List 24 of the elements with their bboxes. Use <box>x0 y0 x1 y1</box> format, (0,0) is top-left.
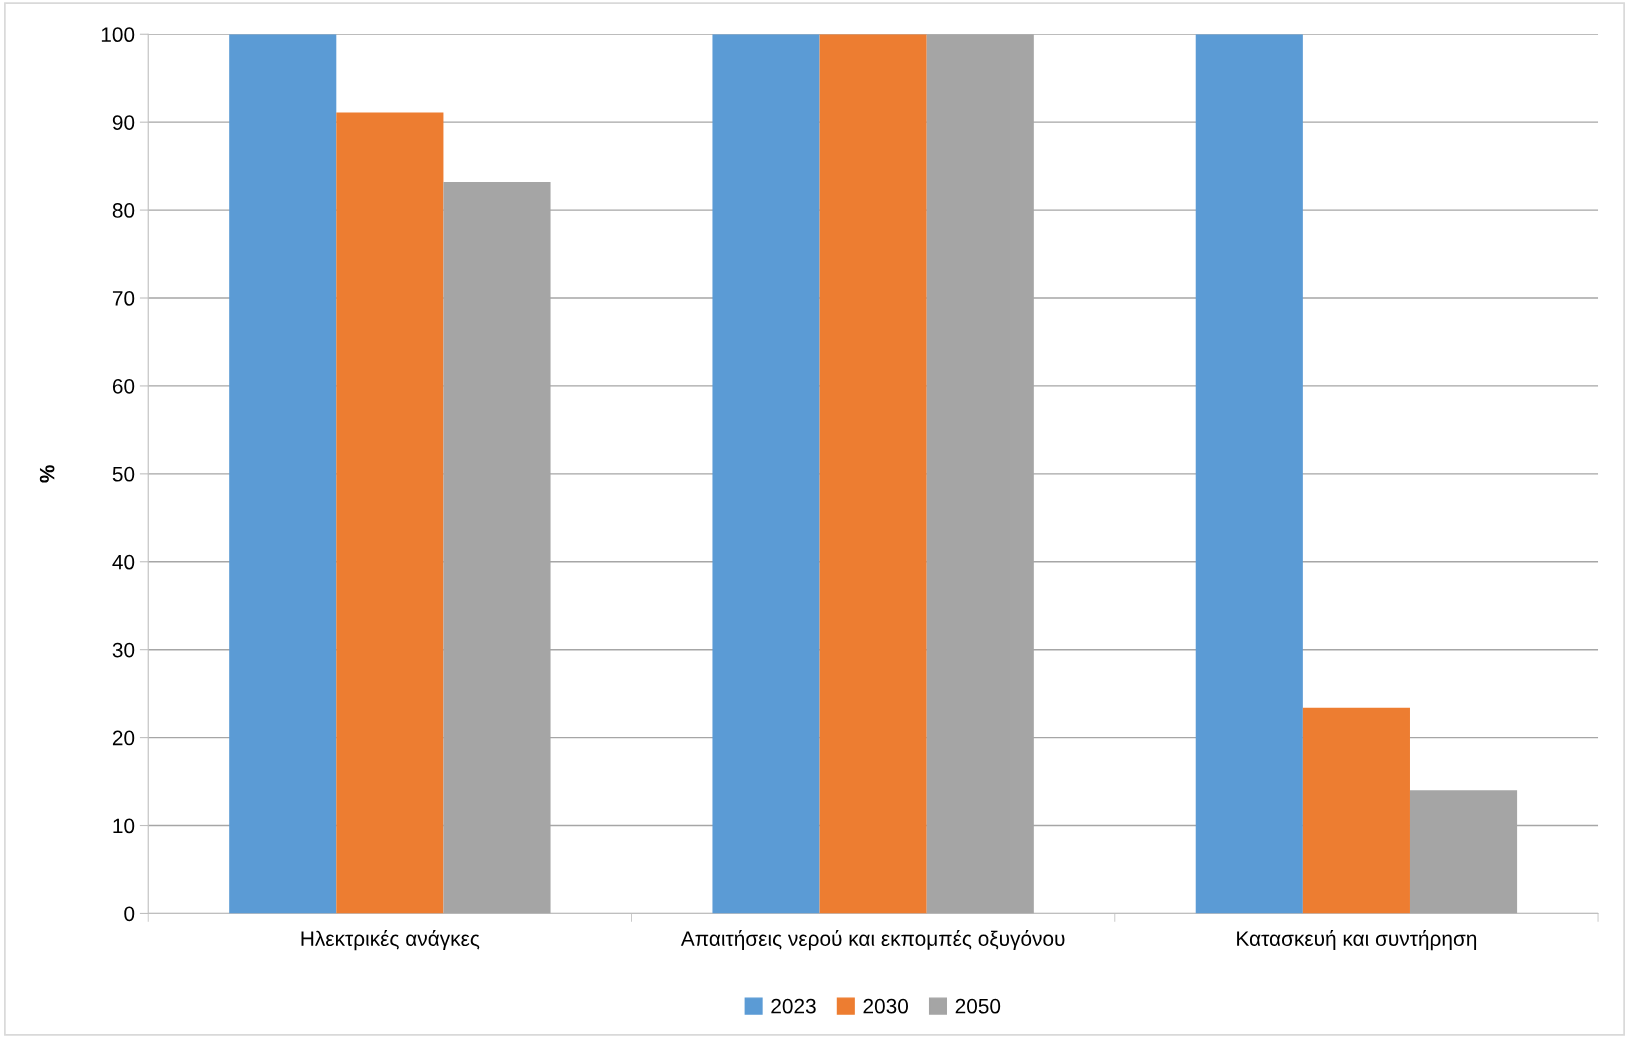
y-axis-title: % <box>39 465 55 483</box>
y-tick-label: 30 <box>112 642 135 658</box>
legend-label: 2050 <box>955 998 1001 1014</box>
y-tick-label: 50 <box>112 466 135 482</box>
legend-label: 2023 <box>771 998 816 1014</box>
bar <box>1302 707 1410 914</box>
y-tick-label: 90 <box>112 115 135 130</box>
y-tick-label: 0 <box>124 906 135 922</box>
y-tick-label: 10 <box>113 818 135 834</box>
x-tick-label: Κατασκευή και συντήρηση <box>1237 930 1477 951</box>
y-tick-label: 100 <box>101 27 135 43</box>
bar <box>229 34 337 914</box>
y-tick-label: 60 <box>112 378 135 394</box>
x-tick-label: Απαιτήσεις νερού και εκπομπές οξυγόνου <box>680 930 1065 951</box>
y-tick-label: 80 <box>112 203 135 218</box>
y-tick-label: 70 <box>112 291 135 306</box>
bar <box>1195 34 1303 914</box>
bar <box>336 112 444 914</box>
bar <box>819 34 927 914</box>
y-tick-label: 40 <box>112 554 135 570</box>
legend-label: 2030 <box>863 998 908 1014</box>
y-tick-label: 20 <box>112 730 135 746</box>
bar <box>712 34 820 914</box>
x-tick-label: Ηλεκτρικές ανάγκες <box>301 930 480 951</box>
